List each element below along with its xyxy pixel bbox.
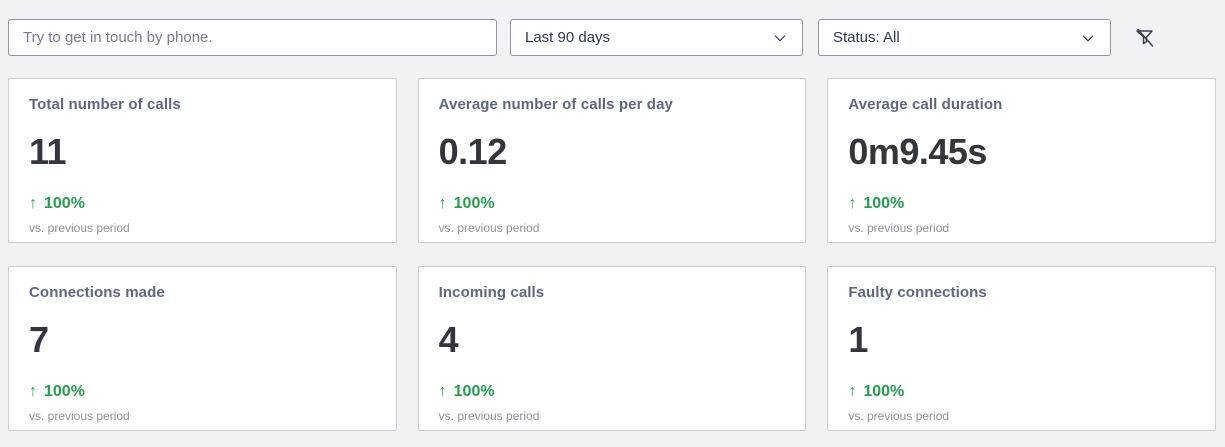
stat-delta-value: 100% bbox=[453, 195, 495, 212]
status-select[interactable]: Status: All bbox=[818, 19, 1111, 56]
stat-title: Average call duration bbox=[848, 96, 1003, 113]
stat-card-avg-call-duration: Average call duration 0m9.45s ↑ 100% vs.… bbox=[827, 78, 1216, 243]
stat-comparison: vs. previous period bbox=[29, 409, 130, 423]
stat-title: Total number of calls bbox=[29, 96, 181, 113]
up-arrow-icon: ↑ bbox=[29, 195, 37, 212]
stat-value: 11 bbox=[29, 131, 67, 172]
up-arrow-icon: ↑ bbox=[848, 383, 857, 400]
chevron-down-icon bbox=[1082, 34, 1094, 41]
date-range-value: Last 90 days bbox=[525, 29, 611, 46]
stat-title: Faulty connections bbox=[848, 284, 987, 301]
stat-comparison: vs. previous period bbox=[848, 221, 950, 235]
calls-analytics-dashboard: Last 90 days Status: All Total number of… bbox=[0, 0, 1225, 431]
search-input[interactable] bbox=[8, 19, 497, 56]
stat-delta: ↑ 100% bbox=[29, 383, 376, 401]
stat-comparison: vs. previous period bbox=[29, 221, 130, 235]
stat-delta: ↑ 100% bbox=[29, 195, 376, 213]
up-arrow-icon: ↑ bbox=[438, 383, 447, 400]
status-value: Status: All bbox=[833, 29, 900, 46]
stat-delta: ↑ 100% bbox=[439, 383, 786, 401]
clear-filter-button[interactable] bbox=[1130, 23, 1160, 53]
stat-delta: ↑ 100% bbox=[439, 195, 786, 213]
stat-delta: ↑ 100% bbox=[848, 195, 1195, 213]
date-range-select[interactable]: Last 90 days bbox=[510, 19, 803, 56]
stat-delta-value: 100% bbox=[453, 383, 495, 400]
stat-delta: ↑ 100% bbox=[848, 383, 1195, 401]
stat-value: 4 bbox=[438, 319, 459, 360]
stat-comparison: vs. previous period bbox=[438, 221, 540, 235]
up-arrow-icon: ↑ bbox=[438, 195, 447, 212]
stat-card-avg-calls-per-day: Average number of calls per day 0.12 ↑ 1… bbox=[417, 78, 807, 243]
stat-card-total-calls: Total number of calls 11 ↑ 100% vs. prev… bbox=[8, 78, 397, 243]
stat-value: 0m9.45s bbox=[848, 131, 987, 172]
stat-delta-value: 100% bbox=[44, 383, 85, 400]
filter-clear-icon bbox=[1136, 28, 1154, 47]
stat-card-connections-made: Connections made 7 ↑ 100% vs. previous p… bbox=[8, 266, 397, 431]
stat-comparison: vs. previous period bbox=[848, 409, 950, 423]
stat-delta-value: 100% bbox=[863, 195, 905, 212]
stat-title: Incoming calls bbox=[438, 284, 545, 301]
stat-title: Connections made bbox=[29, 284, 165, 301]
stat-title: Average number of calls per day bbox=[438, 96, 673, 113]
up-arrow-icon: ↑ bbox=[848, 195, 857, 212]
stat-value: 0.12 bbox=[438, 131, 508, 172]
stat-card-incoming-calls: Incoming calls 4 ↑ 100% vs. previous per… bbox=[417, 266, 807, 431]
stat-delta-value: 100% bbox=[863, 383, 905, 400]
stats-grid: Total number of calls 11 ↑ 100% vs. prev… bbox=[8, 78, 1216, 431]
filters-toolbar: Last 90 days Status: All bbox=[0, 0, 1225, 56]
stat-delta-value: 100% bbox=[44, 195, 85, 212]
stat-comparison: vs. previous period bbox=[438, 409, 540, 423]
stat-value: 7 bbox=[29, 319, 49, 360]
up-arrow-icon: ↑ bbox=[29, 383, 37, 400]
stat-value: 1 bbox=[848, 319, 868, 360]
stat-card-faulty-connections: Faulty connections 1 ↑ 100% vs. previous… bbox=[827, 266, 1216, 431]
chevron-down-icon bbox=[774, 34, 786, 41]
